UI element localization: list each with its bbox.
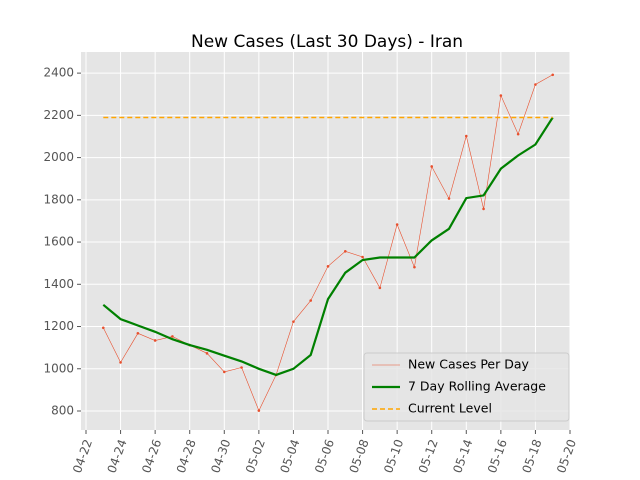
point xyxy=(464,134,468,138)
point xyxy=(343,250,347,253)
point xyxy=(534,83,537,86)
point xyxy=(361,255,364,259)
legend-box xyxy=(363,352,570,422)
y-tick-label: 2400 xyxy=(43,66,74,80)
legend-label: New Cases Per Day xyxy=(408,357,529,372)
point xyxy=(326,265,330,268)
y-tick-label: 1200 xyxy=(43,319,74,333)
y-tick-label: 800 xyxy=(51,403,74,417)
y-tick-label: 1000 xyxy=(43,361,74,375)
point xyxy=(395,223,399,226)
point xyxy=(516,132,520,136)
y-tick-label: 1600 xyxy=(43,235,74,249)
point xyxy=(136,331,140,335)
point xyxy=(292,320,295,323)
point xyxy=(171,335,174,338)
point xyxy=(153,339,157,342)
point xyxy=(499,94,503,97)
point xyxy=(119,361,122,364)
point xyxy=(205,352,209,355)
legend: New Cases Per Day 7 Day Rolling Average Cu… xyxy=(363,352,570,422)
point xyxy=(101,326,105,330)
point xyxy=(309,299,313,302)
point xyxy=(378,286,382,290)
y-tick-label: 1400 xyxy=(43,277,74,291)
point xyxy=(482,207,485,211)
legend-label: 7 Day Rolling Average xyxy=(408,379,546,394)
point xyxy=(447,197,451,200)
point xyxy=(240,366,243,369)
y-tick-label: 2000 xyxy=(43,150,74,164)
point xyxy=(413,265,416,269)
point xyxy=(257,409,261,412)
series-line xyxy=(102,116,554,377)
y-tick-label: 2200 xyxy=(43,108,74,122)
y-tick-label: 1800 xyxy=(43,192,74,206)
legend-label: Current Level xyxy=(408,401,492,416)
chart-title: New Cases (Last 30 Days) - Iran xyxy=(191,32,463,52)
point xyxy=(222,370,226,374)
point xyxy=(551,73,555,77)
point xyxy=(430,165,434,168)
